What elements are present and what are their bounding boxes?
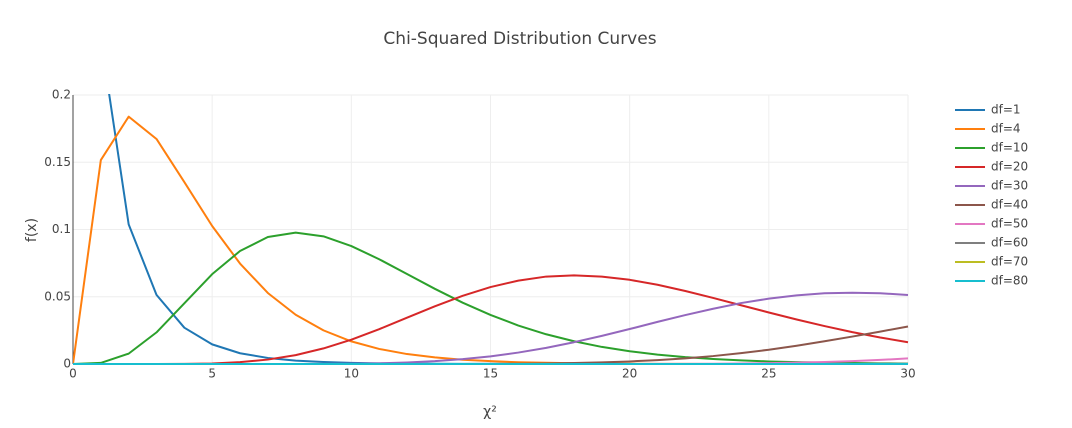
legend: df=1 df=4 df=10 df=20 df=30 df=40 df=50 df=60 df… — [955, 103, 1028, 288]
grid: 0 0.05 0.1 0.15 0.2 0 5 10 15 20 25 30 — [44, 88, 915, 381]
series-line — [73, 231, 909, 365]
legend-label[interactable]: df=60 — [991, 236, 1028, 250]
x-tick-label: 30 — [900, 367, 915, 381]
legend-label[interactable]: df=70 — [991, 255, 1028, 269]
chart-title: Chi-Squared Distribution Curves — [383, 29, 656, 49]
legend-label[interactable]: df=30 — [991, 179, 1028, 193]
y-axis-title: f(x) — [24, 218, 40, 242]
legend-label[interactable]: df=50 — [991, 217, 1028, 231]
x-tick-label: 20 — [622, 367, 637, 381]
legend-label[interactable]: df=1 — [991, 103, 1021, 117]
plot-area — [73, 94, 909, 365]
legend-label[interactable]: df=40 — [991, 198, 1028, 212]
y-tick-label: 0.1 — [52, 222, 71, 236]
x-tick-label: 25 — [761, 367, 776, 381]
y-tick-label: 0.05 — [44, 289, 71, 303]
legend-label[interactable]: df=4 — [991, 122, 1021, 136]
x-axis-title: χ² — [483, 404, 497, 420]
series-line — [108, 94, 908, 365]
x-tick-label: 5 — [208, 367, 216, 381]
y-tick-label: 0.2 — [52, 88, 71, 102]
legend-label[interactable]: df=10 — [991, 141, 1028, 155]
x-tick-label: 10 — [344, 367, 359, 381]
y-tick-label: 0 — [63, 357, 71, 371]
legend-label[interactable]: df=20 — [991, 160, 1028, 174]
legend-label[interactable]: df=80 — [991, 274, 1028, 288]
x-tick-label: 15 — [483, 367, 498, 381]
y-tick-label: 0.15 — [44, 155, 71, 169]
x-tick-label: 0 — [69, 367, 77, 381]
